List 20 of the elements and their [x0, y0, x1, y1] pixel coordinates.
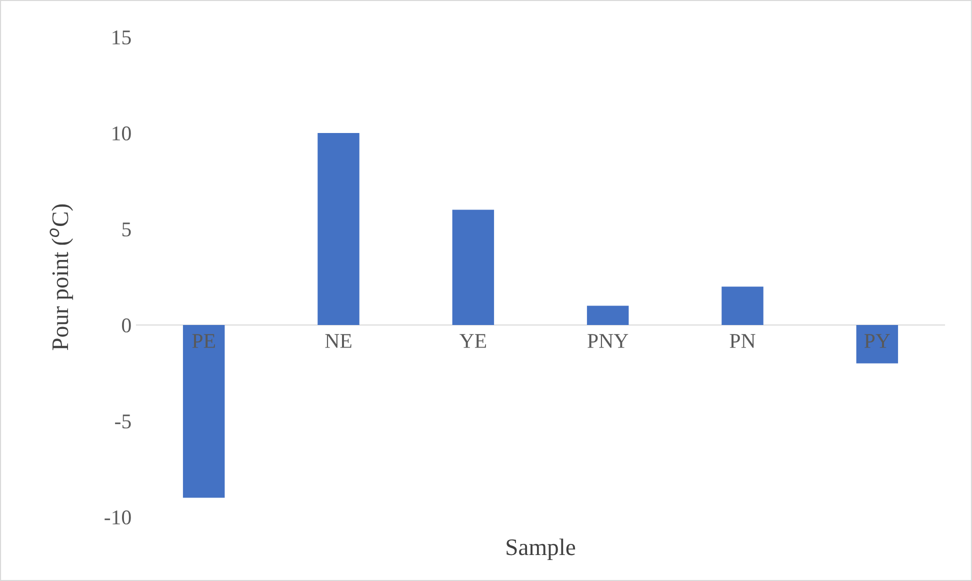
x-tick-label: PY — [864, 334, 890, 348]
bar — [182, 325, 225, 498]
y-axis-title: Pour point ($^{o}$C) — [50, 204, 74, 350]
y-tick-label: 15 — [112, 30, 131, 44]
y-tick-label: 0 — [122, 318, 131, 332]
x-tick-label: PE — [192, 334, 215, 348]
bar — [856, 325, 898, 364]
x-tick-label: PNY — [588, 334, 628, 348]
bar — [318, 133, 360, 325]
x-tick-label: PN — [730, 334, 756, 348]
x-axis-title: Sample — [506, 538, 576, 560]
bar — [586, 306, 629, 325]
y-tick-label: -10 — [104, 510, 131, 524]
y-tick-label: -5 — [115, 414, 131, 428]
x-tick-label: YE — [460, 334, 486, 348]
y-tick-label: 5 — [122, 222, 131, 236]
bar — [452, 210, 494, 325]
x-tick-label: NE — [325, 334, 352, 348]
y-tick-label: 10 — [112, 126, 131, 140]
bar — [722, 286, 764, 325]
